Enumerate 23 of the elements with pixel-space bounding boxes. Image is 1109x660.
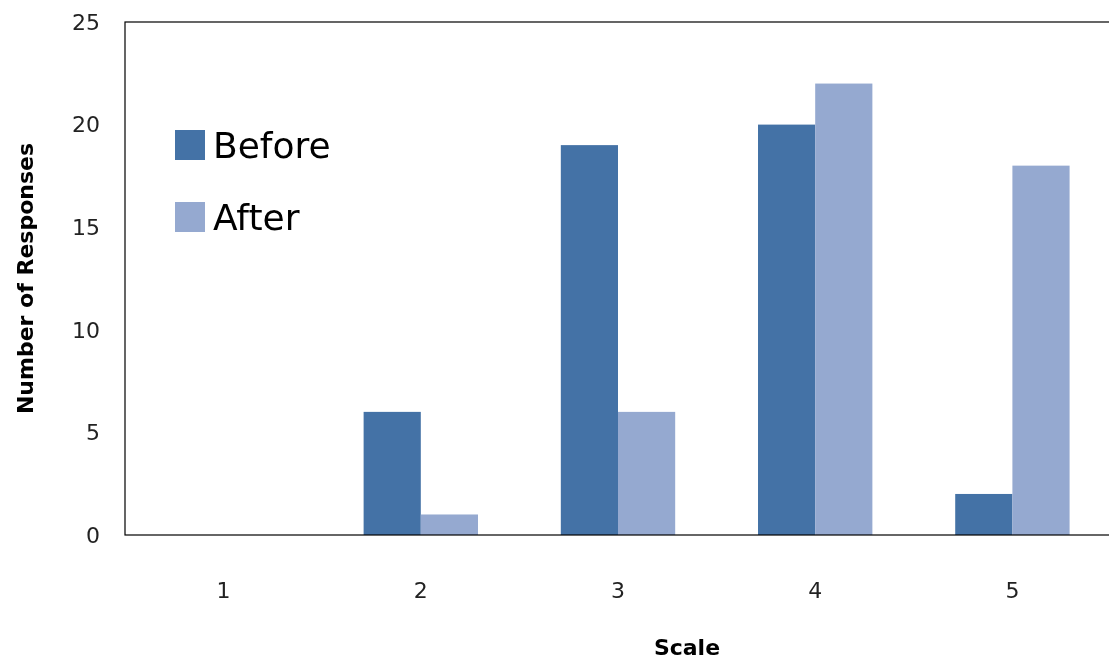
y-tick-label: 0 (86, 522, 100, 548)
x-tick-label: 4 (808, 578, 823, 603)
x-axis-title: Scale (653, 635, 721, 660)
bar (758, 124, 816, 535)
legend-label: Before (213, 124, 331, 166)
bar (363, 411, 421, 535)
bar (420, 514, 478, 535)
x-tick-label: 2 (413, 578, 428, 603)
x-tick-label: 3 (611, 578, 625, 603)
bar (815, 83, 873, 535)
y-tick-label: 20 (72, 112, 100, 138)
y-axis-title: Number of Responses (13, 142, 38, 415)
bar (560, 145, 618, 535)
x-tick-label: 5 (1005, 578, 1020, 603)
x-tick-label: 1 (216, 578, 231, 603)
y-tick-label: 5 (86, 420, 100, 446)
bar (618, 411, 676, 535)
y-tick-label: 15 (72, 214, 100, 240)
y-tick-label: 25 (72, 9, 100, 35)
bar (1012, 165, 1070, 535)
bar (955, 493, 1013, 535)
y-tick-label: 10 (72, 317, 100, 343)
legend-label: After (213, 196, 300, 238)
